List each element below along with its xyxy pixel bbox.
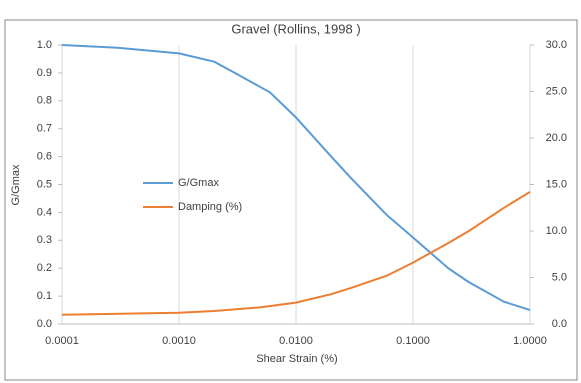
y-tick-label: 0.0 [37, 318, 52, 330]
x-tick-label: 0.0010 [162, 335, 196, 347]
y-tick-label: 0.3 [37, 234, 52, 246]
x-axis-label: Shear Strain (%) [256, 353, 337, 365]
x-tick-label: 0.0100 [279, 335, 313, 347]
x-tick-label: 0.0001 [45, 335, 79, 347]
legend-label: Damping (%) [178, 201, 242, 213]
y2-tick-label: 20.0 [546, 132, 567, 144]
y-tick-label: 0.5 [37, 178, 52, 190]
y-tick-label: 0.7 [37, 123, 52, 135]
y2-tick-label: 10.0 [546, 225, 567, 237]
line-series [61, 44, 531, 312]
y2-tick-label: 5.0 [552, 271, 567, 283]
y2-tick-label: 30.0 [546, 39, 567, 51]
x-tick-label: 1.0000 [513, 335, 547, 347]
y-tick-label: 0.1 [37, 290, 52, 302]
y-tick-label: 0.4 [37, 206, 52, 218]
x-tick-label: 0.1000 [396, 335, 430, 347]
chart-title: Gravel (Rollins, 1998 ) [231, 21, 360, 36]
legend-label: G/Gmax [178, 177, 219, 189]
y-tick-label: 0.6 [37, 151, 52, 163]
y-axis-label: G/Gmax [10, 164, 22, 205]
line-series [61, 191, 531, 316]
y-tick-label: 0.2 [37, 262, 52, 274]
y-tick-label: 1.0 [37, 39, 52, 51]
y2-tick-label: 25.0 [546, 85, 567, 97]
chart-frame [4, 19, 578, 381]
y-tick-label: 0.9 [37, 67, 52, 79]
y-tick-label: 0.8 [37, 95, 52, 107]
y2-tick-label: 0.0 [552, 318, 567, 330]
y2-tick-label: 15.0 [546, 178, 567, 190]
